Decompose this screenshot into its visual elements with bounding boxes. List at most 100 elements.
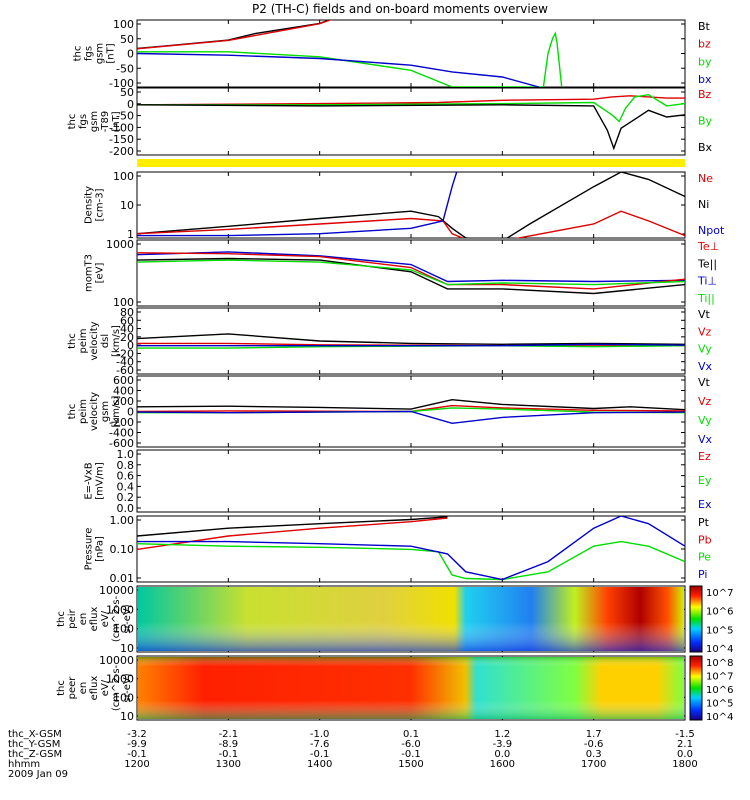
series-bx <box>137 52 540 87</box>
y-label-line: gsm <box>95 43 106 64</box>
y-tick-label: -100 <box>109 121 134 134</box>
footer-value: 1500 <box>398 759 423 770</box>
panel-fgs_t89: 500-50-100-150-200 thc fgs gsm -T89 [nT] Bz By B… <box>67 86 713 158</box>
footer-value: 2.1 <box>677 739 693 750</box>
footer-value: -9.9 <box>127 739 147 750</box>
footer-value: -1.0 <box>310 729 330 740</box>
legend-Vx: Vx <box>698 360 713 373</box>
legend-by: by <box>698 55 712 68</box>
y-label-line: dsl <box>100 334 111 348</box>
footer-value: -0.1 <box>219 749 239 760</box>
panel-frame <box>136 239 686 307</box>
series-Ti|| <box>137 259 685 286</box>
y-tick-label: 0.2 <box>117 491 135 504</box>
footer-label: thc_Z-GSM <box>8 749 62 760</box>
y-tick-label: 40 <box>120 323 134 336</box>
y-label-line: eflux <box>89 607 100 632</box>
footer-value: -3.9 <box>493 739 513 750</box>
mode-bar <box>137 159 685 167</box>
y-tick-label: 0.01 <box>110 572 135 585</box>
footer-value: 1300 <box>216 759 241 770</box>
colorbar <box>689 655 703 721</box>
y-tick-label: 1000 <box>106 673 134 686</box>
footer-value: -8.9 <box>219 739 239 750</box>
y-axis-label: Density [cm-3] <box>84 186 106 224</box>
series-Pe <box>137 540 685 581</box>
legend-Ti||: Ti|| <box>697 292 715 305</box>
y-label-line: eV/ <box>100 610 111 627</box>
series-Bx <box>137 104 685 151</box>
y-tick-label: 100 <box>113 691 134 704</box>
y-label-line: [nPa] <box>95 536 106 562</box>
colorbar <box>689 585 703 653</box>
footer-value: 1.2 <box>494 729 510 740</box>
y-tick-label: 0 <box>127 48 134 61</box>
y-tick-label: 10 <box>120 199 134 212</box>
y-tick-label: -400 <box>109 427 134 440</box>
y-axis-label: momT3 [eV] <box>84 254 106 292</box>
y-tick-label: 50 <box>120 33 134 46</box>
footer-value: 0.3 <box>586 749 602 760</box>
y-tick-label: 10000 <box>99 584 134 597</box>
y-tick-label: -600 <box>109 437 134 450</box>
y-axis-label: thc peim velocity dsl [km/s] <box>67 321 122 360</box>
footer-value: 1400 <box>307 759 332 770</box>
spectrogram-shade <box>138 587 684 651</box>
y-tick-label: 50 <box>120 86 134 99</box>
colorbar-label: 10^5 <box>706 699 733 710</box>
y-label-line: [eV] <box>95 263 106 284</box>
legend-Npot: Npot <box>698 224 725 237</box>
panel-density: 100 10 1 Density [cm-3] Ne Ni Npot <box>84 170 725 241</box>
y-tick-label: -150 <box>109 133 134 146</box>
series-Bz <box>137 95 685 106</box>
panel-frame <box>136 19 686 88</box>
legend-Ey: Ey <box>698 474 712 487</box>
y-axis-label: thc peir en eflux eV/(cm^2-s-sr-eV) <box>56 595 133 642</box>
series-Pb <box>137 517 448 551</box>
y-label-line: sr-eV) <box>122 673 133 702</box>
y-label-line: thc <box>56 611 67 627</box>
y-tick-label: 0 <box>127 339 134 352</box>
y-tick-label: 100 <box>113 18 134 31</box>
y-label-line: gsm <box>100 401 111 422</box>
series-Vx <box>137 343 685 347</box>
footer-value: 1700 <box>581 759 606 770</box>
y-label-line: gsm <box>89 111 100 132</box>
legend-Pt: Pt <box>698 516 710 529</box>
y-label-line: [mV/m] <box>95 462 106 500</box>
legend-Ex: Ex <box>698 498 712 511</box>
y-tick-label: 10 <box>120 642 134 655</box>
legend-Vy: Vy <box>698 414 712 427</box>
y-label-line: momT3 <box>84 254 95 292</box>
y-tick-label: -100 <box>109 77 134 90</box>
y-label-line: fgs <box>84 46 95 61</box>
y-tick-label: 1000 <box>106 238 134 251</box>
y-tick-label: 10 <box>120 710 134 723</box>
series-Vz <box>137 404 685 413</box>
series-Pt <box>137 516 448 537</box>
legend-Pe: Pe <box>698 551 711 564</box>
legend-Vz: Vz <box>698 395 712 408</box>
footer-value: -0.1 <box>401 749 421 760</box>
legend-By: By <box>698 115 713 128</box>
y-label-line: (cm^2-s- <box>111 595 122 642</box>
y-tick-label: 0.6 <box>117 470 135 483</box>
panel-exb: 1.00.80.60.40.20.0 E=-VxB [mV/m] Ez Ey Ex <box>84 448 712 515</box>
colorbar-label: 10^4 <box>706 644 733 655</box>
y-axis-label: thc peim velocity gsm [km/s] <box>67 392 122 431</box>
colorbar-label: 10^6 <box>706 607 733 618</box>
legend-Ne: Ne <box>698 172 713 185</box>
footer-value: -7.6 <box>310 739 330 750</box>
y-tick-label: 100 <box>113 623 134 636</box>
footer-value: 1200 <box>124 759 149 770</box>
legend-bx: bx <box>698 73 712 86</box>
series-Te|| <box>137 257 685 295</box>
y-label-line: Pressure <box>84 528 95 571</box>
y-label-line: peim <box>78 328 89 353</box>
colorbar-label: 10^6 <box>706 685 733 696</box>
y-tick-label: 20 <box>120 331 134 344</box>
y-tick-label: -50 <box>116 62 134 75</box>
